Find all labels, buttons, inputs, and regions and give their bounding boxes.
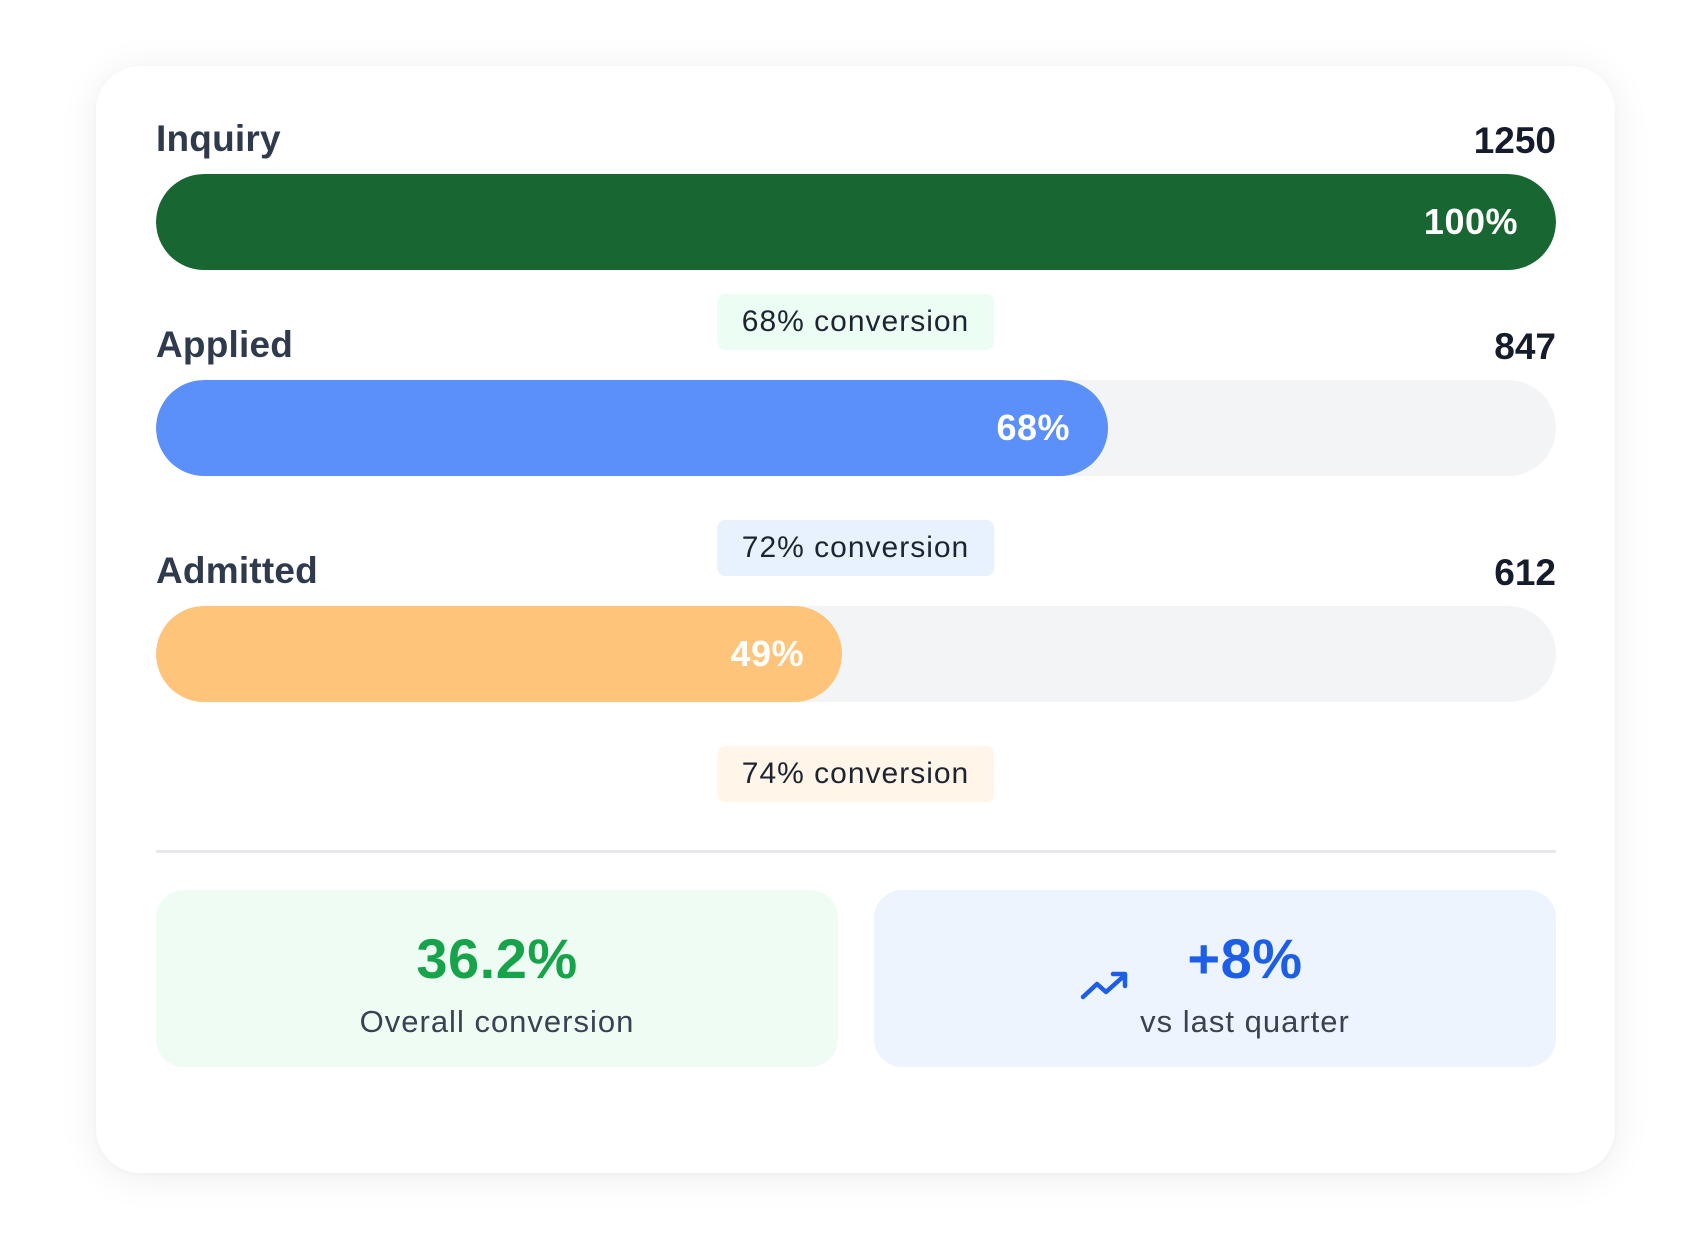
- conversion-badge: 72% conversion: [716, 520, 995, 576]
- stage-label: Inquiry: [156, 118, 281, 159]
- stage-label: Applied: [156, 324, 294, 365]
- overall-conversion-caption: Overall conversion: [359, 1004, 635, 1039]
- quarter-change-card: +8% vs last quarter: [874, 890, 1556, 1067]
- stage-track: 68%: [156, 380, 1556, 476]
- stage-bar: 49%: [156, 606, 842, 702]
- conversion-badge: 74% conversion: [716, 746, 995, 802]
- stage-bar: 100%: [156, 174, 1556, 270]
- funnel-card: Inquiry 1250 100% 68% conversion Applied…: [96, 66, 1615, 1173]
- quarter-change-value: +8%: [1187, 927, 1303, 990]
- stage-percent-label: 100%: [1423, 201, 1518, 242]
- stage-track: 49%: [156, 606, 1556, 702]
- stage-count: 847: [1494, 326, 1556, 367]
- stage-count: 612: [1494, 552, 1556, 593]
- stage-bar: 68%: [156, 380, 1108, 476]
- divider: [156, 850, 1556, 853]
- overall-conversion-card: 36.2% Overall conversion: [156, 890, 838, 1067]
- stage-percent-label: 49%: [730, 633, 804, 674]
- conversion-badge: 68% conversion: [716, 294, 995, 350]
- stage-count: 1250: [1473, 120, 1556, 161]
- stage-percent-label: 68%: [996, 407, 1070, 448]
- quarter-change-caption: vs last quarter: [1140, 1004, 1350, 1039]
- trending-up-icon: [1080, 971, 1128, 1000]
- stage-track: 100%: [156, 174, 1556, 270]
- overall-conversion-value: 36.2%: [416, 927, 578, 990]
- stage-label: Admitted: [156, 550, 318, 591]
